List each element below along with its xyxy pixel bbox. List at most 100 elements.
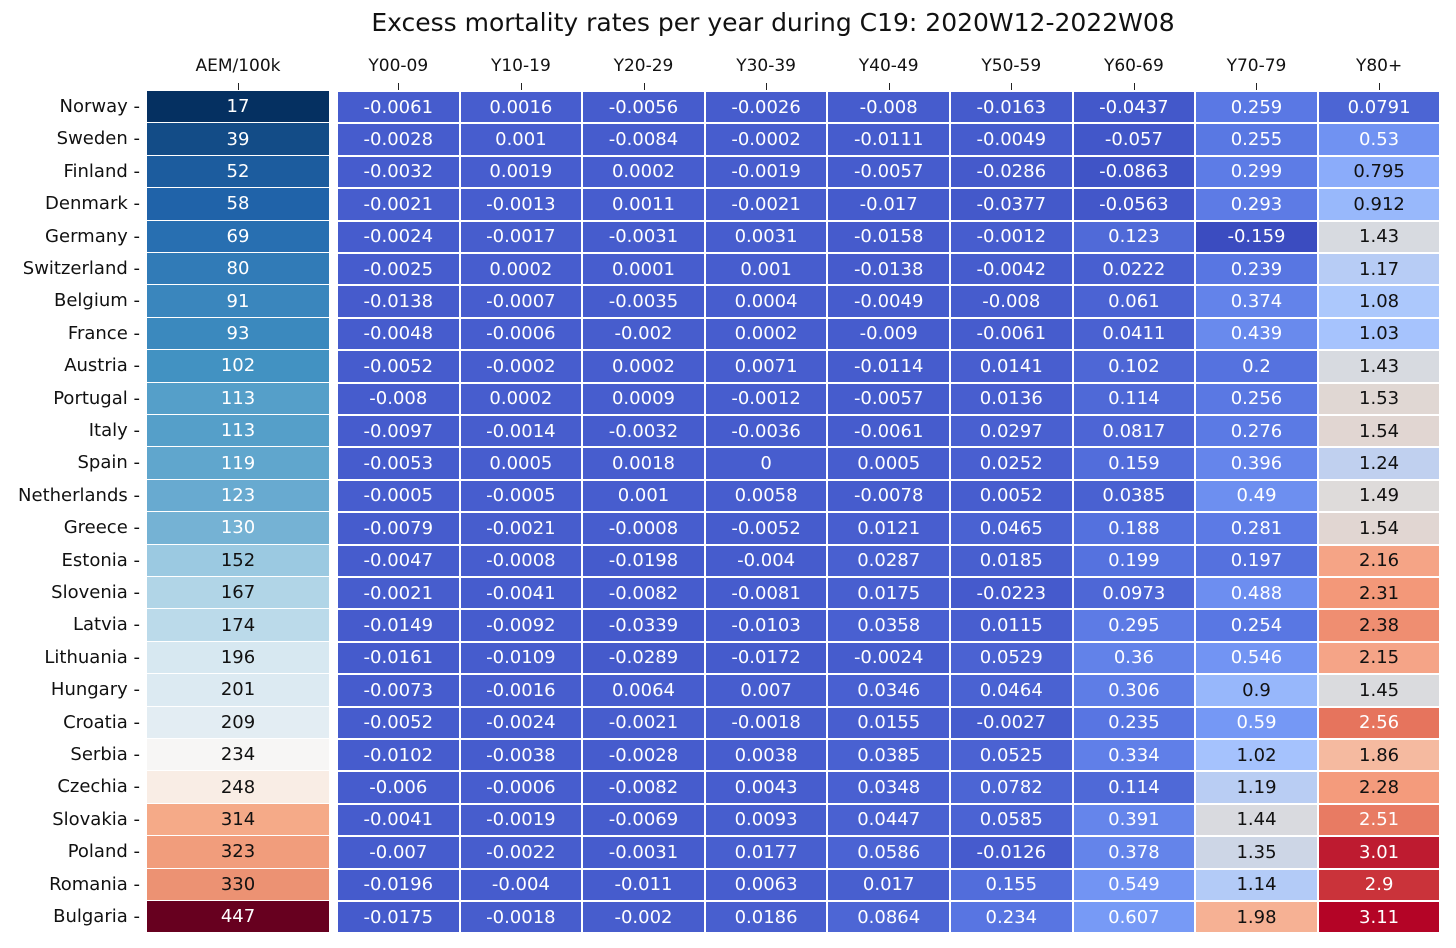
heatmap-cell: 1.35 bbox=[1195, 836, 1318, 869]
aem-cell: 201 bbox=[147, 674, 329, 707]
heatmap-cell: -0.0863 bbox=[1072, 155, 1196, 189]
heatmap-cell: 0.0782 bbox=[950, 771, 1073, 804]
heatmap-cell: -0.0026 bbox=[704, 91, 828, 124]
heatmap-cell: 0.199 bbox=[1072, 544, 1196, 577]
heatmap-cell: 0.0385 bbox=[827, 739, 950, 772]
heatmap-cell: 0.295 bbox=[1072, 609, 1196, 642]
heatmap-cell: -0.0172 bbox=[704, 641, 828, 675]
heatmap-cell: 0.0585 bbox=[950, 803, 1073, 837]
heatmap-cell: 0.0093 bbox=[704, 803, 828, 837]
heatmap-cell: -0.0007 bbox=[459, 285, 583, 318]
x-tick-mark bbox=[1256, 83, 1257, 90]
heatmap-cell: -0.0289 bbox=[582, 641, 705, 675]
heatmap-cell: 0.0222 bbox=[1072, 253, 1196, 286]
heatmap-cell: -0.0092 bbox=[459, 609, 583, 642]
heatmap-cell: -0.0022 bbox=[459, 836, 583, 869]
aem-cell: 234 bbox=[147, 739, 329, 772]
heatmap-cell: 0.0465 bbox=[950, 512, 1073, 545]
heatmap-cell: -0.0053 bbox=[337, 447, 460, 480]
heatmap-cell: 0.0011 bbox=[582, 188, 705, 221]
row-label: Greece bbox=[64, 517, 140, 538]
heatmap-cell: -0.0138 bbox=[337, 285, 460, 318]
heatmap-cell: -0.0437 bbox=[1072, 91, 1196, 124]
heatmap-cell: 0.001 bbox=[704, 253, 828, 286]
heatmap-cell: 2.28 bbox=[1317, 771, 1441, 804]
heatmap-cell: 1.54 bbox=[1317, 415, 1441, 448]
x-tick-mark bbox=[398, 83, 399, 90]
heatmap-cell: -0.0008 bbox=[582, 512, 705, 545]
heatmap-cell: 0.197 bbox=[1195, 544, 1318, 577]
heatmap-cell: -0.004 bbox=[704, 544, 828, 577]
heatmap-cell: -0.0114 bbox=[827, 350, 950, 383]
heatmap-cell: -0.0052 bbox=[337, 350, 460, 383]
heatmap-cell: -0.0061 bbox=[337, 91, 460, 124]
heatmap-cell: -0.0069 bbox=[582, 803, 705, 837]
heatmap-cell: 0.0346 bbox=[827, 674, 950, 707]
aem-cell: 58 bbox=[147, 188, 329, 221]
heatmap-cell: -0.0198 bbox=[582, 544, 705, 577]
row-label: Austria bbox=[64, 355, 140, 376]
heatmap-cell: -0.0061 bbox=[950, 317, 1073, 351]
x-tick-mark bbox=[644, 83, 645, 90]
heatmap-cell: 0.234 bbox=[950, 901, 1073, 934]
aem-cell: 323 bbox=[147, 836, 329, 869]
heatmap-cell: 0.001 bbox=[582, 479, 705, 513]
heatmap-cell: 1.45 bbox=[1317, 674, 1441, 707]
heatmap-cell: 0.549 bbox=[1072, 868, 1196, 901]
heatmap-cell: 2.51 bbox=[1317, 803, 1441, 837]
heatmap-cell: -0.057 bbox=[1072, 123, 1196, 156]
heatmap-cell: -0.0042 bbox=[950, 253, 1073, 286]
heatmap-cell: 2.38 bbox=[1317, 609, 1441, 642]
heatmap-cell: 0.912 bbox=[1317, 188, 1441, 221]
heatmap-cell: -0.0102 bbox=[337, 739, 460, 772]
heatmap-cell: -0.0377 bbox=[950, 188, 1073, 221]
x-tick-mark bbox=[238, 83, 239, 90]
heatmap-cell: 1.24 bbox=[1317, 447, 1441, 480]
heatmap-cell: 0.0141 bbox=[950, 350, 1073, 383]
column-header: Y50-59 bbox=[981, 56, 1042, 76]
heatmap-cell: 0.0002 bbox=[582, 155, 705, 189]
aem-cell: 113 bbox=[147, 382, 329, 415]
heatmap-cell: 0.439 bbox=[1195, 317, 1318, 351]
heatmap-cell: 0.0038 bbox=[704, 739, 828, 772]
heatmap-cell: 0.0002 bbox=[704, 317, 828, 351]
heatmap-cell: 1.53 bbox=[1317, 382, 1441, 415]
heatmap-cell: -0.0339 bbox=[582, 609, 705, 642]
heatmap-cell: -0.0149 bbox=[337, 609, 460, 642]
heatmap-cell: -0.0038 bbox=[459, 739, 583, 772]
row-label: Spain bbox=[77, 452, 140, 473]
heatmap-cell: -0.002 bbox=[582, 317, 705, 351]
heatmap-cell: 1.54 bbox=[1317, 512, 1441, 545]
heatmap-cell: 0.59 bbox=[1195, 706, 1318, 739]
heatmap-cell: 1.17 bbox=[1317, 253, 1441, 286]
aem-cell: 174 bbox=[147, 609, 329, 642]
heatmap-cell: -0.0175 bbox=[337, 901, 460, 934]
column-header: Y70-79 bbox=[1226, 56, 1287, 76]
heatmap-cell: 0.123 bbox=[1072, 220, 1196, 253]
row-label: Slovakia bbox=[52, 809, 140, 830]
heatmap-cell: -0.0041 bbox=[459, 577, 583, 610]
heatmap-cell: -0.0005 bbox=[337, 479, 460, 513]
row-label: Estonia bbox=[62, 550, 140, 571]
heatmap-cell: 0.374 bbox=[1195, 285, 1318, 318]
heatmap-cell: 1.43 bbox=[1317, 350, 1441, 383]
heatmap-cell: -0.0161 bbox=[337, 641, 460, 675]
row-label: Hungary bbox=[51, 679, 140, 700]
heatmap-cell: 0.0002 bbox=[582, 350, 705, 383]
heatmap-cell: 0.607 bbox=[1072, 901, 1196, 934]
heatmap-cell: -0.0028 bbox=[337, 123, 460, 156]
heatmap-cell: -0.0082 bbox=[582, 771, 705, 804]
aem-cell: 152 bbox=[147, 544, 329, 577]
aem-cell: 119 bbox=[147, 447, 329, 480]
heatmap-cell: 0.256 bbox=[1195, 382, 1318, 415]
row-label: France bbox=[68, 323, 140, 344]
heatmap-cell: -0.0036 bbox=[704, 415, 828, 448]
heatmap-cell: 1.49 bbox=[1317, 479, 1441, 513]
heatmap-cell: 0.0136 bbox=[950, 382, 1073, 415]
heatmap-cell: -0.0031 bbox=[582, 220, 705, 253]
aem-cell: 130 bbox=[147, 512, 329, 545]
heatmap-cell: 0.391 bbox=[1072, 803, 1196, 837]
heatmap-cell: -0.0081 bbox=[704, 577, 828, 610]
heatmap-cell: -0.0563 bbox=[1072, 188, 1196, 221]
heatmap-cell: 1.44 bbox=[1195, 803, 1318, 837]
